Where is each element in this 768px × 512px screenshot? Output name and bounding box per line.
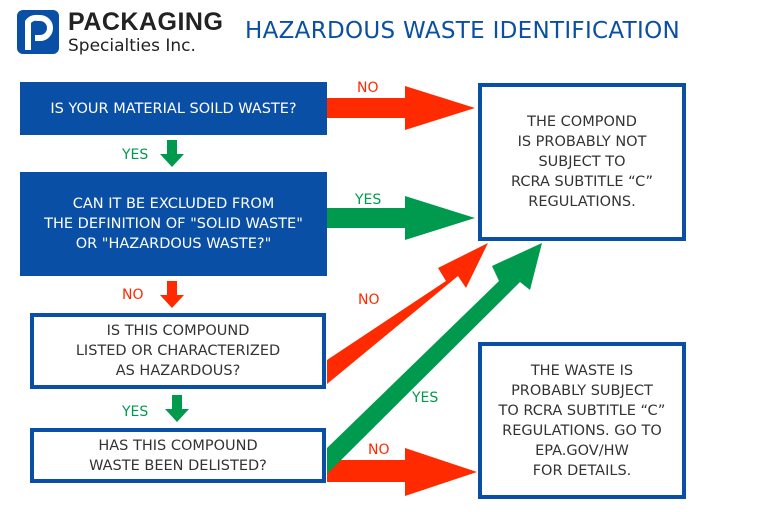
label-yes-q2: YES: [355, 192, 382, 208]
label-no-q3: NO: [358, 292, 380, 308]
outcome-not-subject: THE COMPOND IS PROBABLY NOT SUBJECT TO R…: [478, 83, 686, 241]
arrow-yes-q2: [327, 196, 475, 240]
question-solid-waste: IS YOUR MATERIAL SOILD WASTE?: [20, 82, 327, 135]
arrow-yes-q4: [327, 243, 542, 474]
question-listed-hazardous: IS THIS COMPOUND LISTED OR CHARACTERIZED…: [30, 313, 326, 389]
brand-name: PACKAGING: [68, 8, 224, 36]
label-no-q2: NO: [122, 287, 144, 303]
question-delisted: HAS THIS COMPOUND WASTE BEEN DELISTED?: [30, 428, 326, 483]
outcome-subject: THE WASTE IS PROBABLY SUBJECT TO RCRA SU…: [478, 342, 686, 499]
arrow-no-q3: [327, 243, 488, 384]
logo-icon: [17, 10, 59, 54]
label-yes-q3: YES: [122, 404, 149, 420]
label-no-q1: NO: [357, 80, 379, 96]
arrow-no-q1: [327, 86, 475, 130]
label-yes-q1: YES: [122, 147, 149, 163]
label-yes-q4: YES: [412, 390, 439, 406]
page-title: HAZARDOUS WASTE IDENTIFICATION: [245, 18, 680, 44]
brand-subtitle: Specialties Inc.: [68, 36, 196, 56]
down-arrow-yes-1: [160, 140, 184, 167]
arrow-no-q4: [327, 448, 477, 496]
question-excluded: CAN IT BE EXCLUDED FROM THE DEFINITION O…: [20, 172, 327, 276]
down-arrow-no-2: [160, 281, 184, 308]
down-arrow-yes-3: [165, 395, 189, 422]
label-no-q4: NO: [368, 442, 390, 458]
